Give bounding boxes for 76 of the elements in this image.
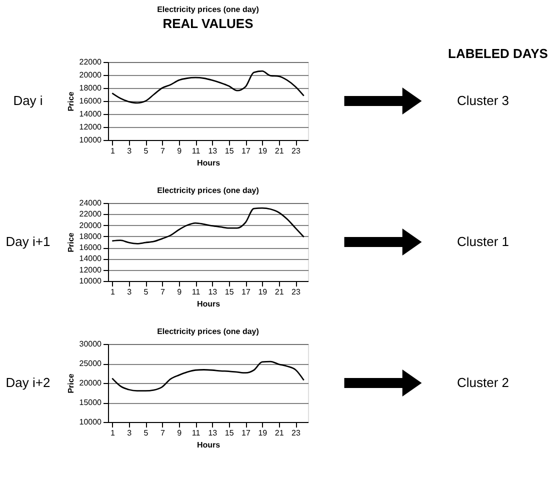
text: Day i+1 [6,234,50,249]
text: REAL VALUES [162,16,254,31]
x-tick-label: 23 [292,428,301,438]
line-series [111,70,305,104]
x-tick-label: 3 [127,146,132,156]
x-tick-label: 15 [224,146,234,156]
x-axis-title: Hours [196,158,221,168]
y-axis-title: Price [66,232,76,252]
x-tick-label: 5 [144,146,149,156]
y-tick-label: 20000 [79,378,102,388]
y-tick-label: 14000 [79,254,102,264]
text: Day i [13,93,43,108]
y-tick-label: 16000 [79,96,102,106]
chart-title: Electricity prices (one day) [157,186,260,195]
x-tick-label: 3 [127,428,132,438]
y-tick-label: 25000 [79,359,102,368]
x-tick-label: 5 [144,428,149,438]
x-tick-label: 7 [160,428,166,438]
chart-title: Electricity prices (one day) [157,5,260,14]
x-tick-label: 15 [224,288,234,296]
y-tick-label: 18000 [79,84,102,92]
x-tick-label: 21 [274,288,284,296]
x-tick-label: 11 [192,146,201,156]
line-series [111,360,305,392]
y-tick-label: 14000 [79,110,102,118]
y-tick-label: 12000 [79,122,102,132]
x-tick-label: 3 [127,288,132,296]
x-tick-label: 1 [110,428,116,438]
y-axis-title: Price [66,373,76,394]
text: Cluster 3 [456,93,510,108]
text: LABELED DAYS [448,46,548,61]
x-tick-label: 7 [160,146,166,156]
text: Cluster 2 [456,375,510,390]
line-series [111,207,305,244]
x-tick-label: 17 [242,146,251,156]
y-tick-label: 10000 [79,418,102,426]
y-tick-label: 20000 [79,70,102,80]
y-axis-title: Price [66,91,76,112]
x-tick-label: 11 [192,288,201,296]
x-tick-label: 1 [110,288,116,296]
x-tick-label: 17 [242,288,251,296]
x-tick-label: 15 [224,428,234,438]
y-tick-label: 10000 [79,276,102,286]
x-tick-label: 23 [292,146,301,156]
x-tick-label: 17 [242,428,251,438]
x-tick-label: 19 [258,428,268,438]
x-tick-label: 13 [208,146,218,156]
x-tick-label: 9 [177,146,182,156]
text: Day i+2 [6,375,50,390]
y-tick-label: 22000 [79,210,102,219]
y-tick-label: 10000 [79,136,102,144]
chart-title: Electricity prices (one day) [157,327,260,336]
text: Cluster 1 [456,234,510,249]
x-tick-label: 1 [110,146,116,156]
x-tick-label: 19 [258,288,268,296]
y-tick-label: 18000 [79,232,102,241]
y-tick-label: 24000 [79,198,102,208]
x-tick-label: 21 [274,428,284,438]
x-tick-label: 11 [192,428,201,438]
x-tick-label: 21 [274,146,284,156]
x-axis-title: Hours [196,440,221,450]
y-tick-label: 15000 [79,398,102,407]
x-tick-label: 9 [177,288,182,296]
y-tick-label: 22000 [79,58,102,66]
x-tick-label: 9 [177,428,182,438]
x-tick-label: 5 [144,288,149,296]
y-tick-label: 30000 [79,340,102,348]
x-tick-label: 13 [208,288,218,296]
x-axis-title: Hours [196,300,221,308]
y-tick-label: 20000 [79,220,102,230]
y-tick-label: 12000 [79,265,102,274]
y-tick-label: 16000 [79,243,102,252]
x-tick-label: 7 [160,288,166,296]
x-tick-label: 19 [258,146,268,156]
x-tick-label: 13 [208,428,218,438]
x-tick-label: 23 [292,288,301,296]
